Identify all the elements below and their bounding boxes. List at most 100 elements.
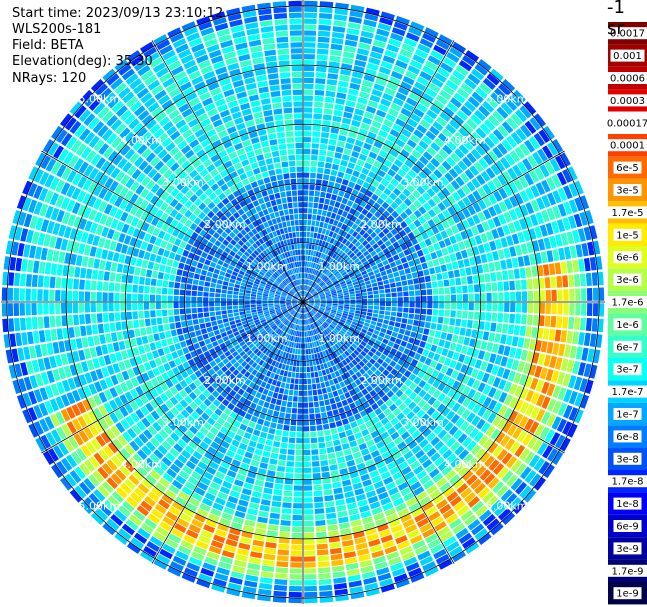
ppi-cell: [339, 216, 346, 223]
ppi-cell: [258, 386, 265, 394]
ppi-cell: [315, 525, 327, 532]
ppi-cell: [412, 539, 426, 550]
ppi-cell: [182, 347, 190, 355]
ppi-cell: [317, 310, 323, 315]
ppi-cell: [445, 469, 457, 481]
ppi-cell: [568, 215, 577, 229]
ppi-cell: [314, 277, 319, 283]
ppi-cell: [212, 365, 220, 372]
ppi-cell: [505, 258, 513, 269]
ppi-cell: [437, 392, 446, 402]
ppi-cell: [106, 459, 118, 472]
ppi-cell: [328, 181, 335, 188]
ppi-cell: [369, 261, 376, 267]
ppi-cell: [347, 316, 353, 321]
ppi-cell: [165, 353, 173, 362]
ppi-cell: [246, 568, 260, 576]
ppi-cell: [521, 302, 528, 313]
ppi-cell: [483, 154, 494, 166]
ppi-cell: [377, 22, 392, 32]
ppi-cell: [364, 264, 371, 270]
ppi-cell: [308, 297, 314, 300]
ppi-cell: [21, 258, 28, 272]
ppi-cell: [334, 588, 348, 596]
ppi-cell: [364, 334, 371, 340]
ppi-cell: [109, 272, 116, 282]
ppi-cell: [506, 135, 518, 148]
ppi-cell: [391, 376, 399, 385]
ppi-cell: [446, 217, 455, 227]
ppi-cell: [497, 466, 509, 479]
ppi-cell: [321, 316, 327, 320]
ppi-cell: [457, 211, 466, 221]
ppi-cell: [358, 236, 365, 244]
ppi-cell: [175, 475, 187, 485]
ppi-cell: [478, 532, 492, 545]
ppi-cell: [294, 306, 299, 310]
ppi-cell: [479, 140, 491, 153]
ppi-cell: [37, 275, 44, 288]
ppi-cell: [397, 540, 411, 550]
ppi-cell: [228, 282, 235, 287]
ppi-cell: [183, 264, 191, 271]
ppi-cell: [232, 302, 238, 306]
ppi-cell: [376, 276, 383, 282]
ppi-cell: [313, 196, 320, 203]
ppi-cell: [333, 582, 348, 590]
ppi-cell: [503, 345, 511, 357]
ppi-cell: [309, 268, 312, 274]
ppi-cell: [257, 290, 263, 294]
ppi-cell: [244, 305, 250, 308]
ppi-cell: [214, 408, 223, 416]
ppi-cell: [69, 470, 82, 484]
ppi-cell: [291, 354, 295, 360]
ppi-cell: [457, 199, 466, 210]
ppi-cell: [568, 317, 575, 330]
ppi-cell: [284, 333, 289, 340]
ppi-cell: [265, 316, 272, 321]
ppi-cell: [268, 300, 274, 302]
ppi-cell: [332, 409, 339, 416]
ppi-cell: [419, 438, 429, 449]
ppi-cell: [7, 303, 14, 317]
ppi-cell: [488, 132, 500, 145]
ppi-cell: [303, 196, 309, 202]
ppi-cell: [365, 280, 371, 285]
ppi-cell: [330, 212, 337, 219]
ppi-cell: [132, 509, 146, 522]
ppi-cell: [448, 425, 459, 436]
ppi-cell: [313, 294, 319, 298]
ppi-cell: [250, 459, 260, 467]
ppi-cell: [417, 43, 431, 54]
ppi-cell: [371, 45, 385, 54]
ppi-cell: [318, 227, 323, 234]
ppi-cell: [191, 285, 198, 291]
ppi-cell: [2, 271, 9, 286]
ppi-cell: [378, 373, 386, 381]
ppi-cell: [366, 105, 377, 114]
ppi-cell: [294, 479, 303, 485]
ppi-cell: [317, 561, 330, 568]
ppi-cell: [180, 370, 189, 379]
ppi-cell: [357, 264, 364, 270]
ppi-cell: [164, 266, 172, 274]
ppi-cell: [524, 470, 537, 484]
ppi-cell: [322, 350, 327, 357]
ppi-cell: [530, 406, 540, 419]
ppi-cell: [320, 298, 326, 301]
ppi-cell: [262, 305, 268, 309]
ppi-cell: [304, 279, 306, 285]
ppi-cell: [86, 233, 95, 245]
ppi-cell: [349, 291, 355, 295]
ppi-cell: [279, 350, 284, 357]
ppi-cell: [175, 373, 184, 382]
ppi-cell: [303, 190, 309, 196]
ppi-cell: [467, 400, 477, 411]
ppi-cell: [257, 344, 264, 350]
ppi-cell: [340, 319, 346, 323]
ppi-cell: [457, 259, 465, 269]
ppi-cell: [136, 337, 143, 346]
ppi-cell: [390, 178, 399, 187]
ppi-cell: [328, 315, 334, 320]
ppi-cell: [346, 331, 352, 337]
